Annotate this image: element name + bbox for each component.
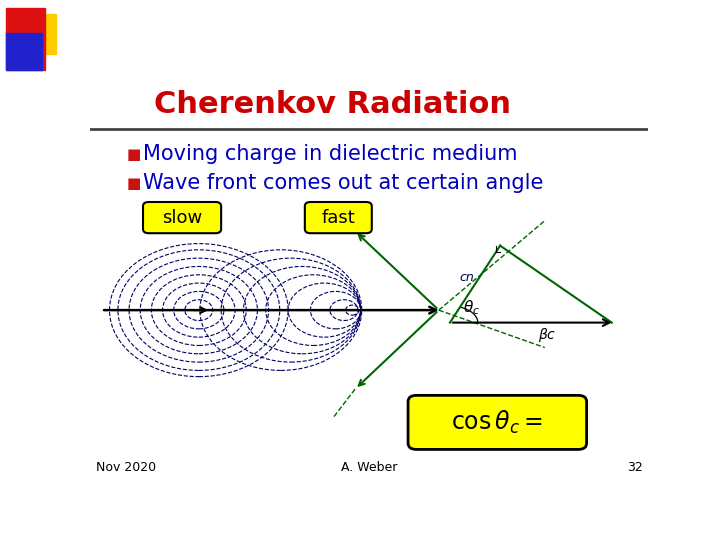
Text: Nov 2020: Nov 2020 <box>96 461 156 474</box>
Text: Moving charge in dielectric medium: Moving charge in dielectric medium <box>143 144 518 164</box>
Text: ■: ■ <box>126 176 140 191</box>
Text: 32: 32 <box>626 461 642 474</box>
Text: $\beta c$: $\beta c$ <box>539 326 557 344</box>
Text: ■: ■ <box>126 147 140 161</box>
Text: cn: cn <box>459 272 474 285</box>
Text: A. Weber: A. Weber <box>341 461 397 474</box>
FancyBboxPatch shape <box>305 202 372 233</box>
FancyBboxPatch shape <box>143 202 221 233</box>
Text: slow: slow <box>162 209 202 227</box>
Text: $\cos\theta_c =$: $\cos\theta_c =$ <box>451 409 543 436</box>
Text: $\theta_c$: $\theta_c$ <box>462 299 480 318</box>
Text: fast: fast <box>321 209 355 227</box>
FancyBboxPatch shape <box>408 395 587 449</box>
Text: Wave front comes out at certain angle: Wave front comes out at certain angle <box>143 173 544 193</box>
Text: Cherenkov Radiation: Cherenkov Radiation <box>154 90 511 119</box>
